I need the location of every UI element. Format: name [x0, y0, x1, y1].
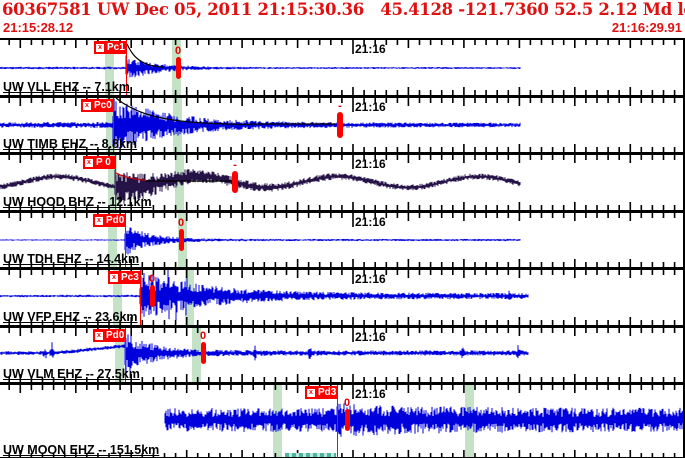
trace-panel-moon[interactable]: x Pd3 0 21:16 UW MOON EHZ -- 151.5km — [0, 382, 685, 458]
pick-flag-label: P 0 — [96, 157, 111, 168]
coda-marker[interactable]: 0 — [196, 331, 210, 364]
pick-flag-label: Pc0 — [94, 100, 112, 111]
pick-flag[interactable]: x Pc1 — [94, 41, 126, 54]
right-border — [683, 38, 685, 458]
close-icon[interactable]: x — [95, 331, 103, 340]
close-icon[interactable]: x — [85, 158, 93, 167]
station-label: UW MOON EHZ -- 151.5km — [3, 443, 160, 457]
coda-marker-label: 0 — [343, 397, 351, 409]
coda-marker-handle — [232, 171, 238, 193]
coda-marker[interactable]: 0 — [174, 218, 188, 251]
coda-marker-handle — [337, 112, 343, 138]
trace-panel-vfp[interactable]: x Pc3 0 21:16 UW VFP EHZ -- 23.6km — [0, 267, 685, 325]
pick-flag[interactable]: x P 0 — [83, 156, 115, 169]
pick-flag[interactable]: x Pd3 — [305, 386, 337, 399]
coda-marker[interactable]: 0 — [145, 274, 159, 307]
trace-panel-timb[interactable]: x Pc0 - 21:16 UW TIMB EHZ -- 8.8km — [0, 95, 685, 152]
trace-panel-tdh[interactable]: x Pd0 0 21:16 UW TDH EHZ -- 14.4km — [0, 210, 685, 267]
station-label: UW VLL EHZ -- 7.1km — [3, 80, 130, 94]
pick-flag[interactable]: x Pc3 — [108, 271, 140, 284]
coda-marker-label: - — [233, 159, 237, 171]
event-title: 60367581 UW Dec 05, 2011 21:15:30.36 45.… — [2, 0, 685, 19]
coda-marker[interactable]: - — [228, 160, 242, 193]
pick-flag-label: Pd3 — [318, 387, 337, 398]
minute-label: 21:16 — [355, 330, 386, 344]
pick-line[interactable] — [337, 385, 338, 458]
coda-marker-label: 0 — [174, 45, 182, 57]
trace-panel-vll[interactable]: x Pc1 0 21:16 UW VLL EHZ -- 7.1km — [0, 38, 685, 95]
coda-duration-strip — [285, 453, 336, 457]
station-label: UW TIMB EHZ -- 8.8km — [3, 137, 138, 151]
coda-marker-label: 0 — [199, 330, 207, 342]
station-label: UW VLM EHZ -- 27.5km — [3, 367, 140, 381]
pick-flag[interactable]: x Pd0 — [93, 214, 125, 227]
coda-marker-label: 0 — [148, 273, 156, 285]
coda-marker[interactable]: - — [333, 101, 347, 138]
window-start-time: 21:15:28.12 — [3, 20, 74, 35]
station-label: UW HOOD BHZ -- 12.1km — [3, 195, 152, 209]
pick-flag-label: Pd0 — [106, 330, 125, 341]
pick-flag-label: Pc3 — [121, 272, 139, 283]
coda-marker-handle — [344, 409, 350, 431]
coda-marker-label: 0 — [177, 217, 185, 229]
close-icon[interactable]: x — [83, 101, 91, 110]
coda-marker-handle — [175, 57, 181, 79]
pick-flag-label: Pc1 — [107, 42, 125, 53]
header: 60367581 UW Dec 05, 2011 21:15:30.36 45.… — [0, 0, 685, 38]
close-icon[interactable]: x — [110, 273, 118, 282]
coda-marker[interactable]: 0 — [171, 46, 185, 79]
coda-marker-label: - — [338, 100, 342, 112]
close-icon[interactable]: x — [96, 43, 104, 52]
window-end-time: 21:16:29.91 — [611, 20, 682, 35]
pick-flag[interactable]: x Pc0 — [81, 99, 113, 112]
minute-label: 21:16 — [355, 100, 386, 114]
minute-label: 21:16 — [355, 42, 386, 56]
coda-marker-handle — [149, 285, 155, 307]
minute-label: 21:16 — [355, 387, 386, 401]
close-icon[interactable]: x — [95, 216, 103, 225]
pick-flag-label: Pd0 — [106, 215, 125, 226]
minute-label: 21:16 — [355, 157, 386, 171]
time-window: 21:15:28.12 21:16:29.91 — [0, 20, 685, 35]
trace-panel-hood[interactable]: x P 0 - 21:16 UW HOOD BHZ -- 12.1km — [0, 152, 685, 210]
minute-label: 21:16 — [355, 272, 386, 286]
close-icon[interactable]: x — [307, 388, 315, 397]
pick-line[interactable] — [140, 270, 141, 325]
coda-marker-handle — [200, 342, 206, 364]
pick-flag[interactable]: x Pd0 — [93, 329, 125, 342]
trace-panel-vlm[interactable]: x Pd0 0 21:16 UW VLM EHZ -- 27.5km — [0, 325, 685, 382]
coda-marker-handle — [178, 229, 184, 251]
station-label: UW TDH EHZ -- 14.4km — [3, 252, 140, 266]
coda-marker[interactable]: 0 — [340, 398, 354, 431]
minute-label: 21:16 — [355, 215, 386, 229]
station-label: UW VFP EHZ -- 23.6km — [3, 310, 138, 324]
